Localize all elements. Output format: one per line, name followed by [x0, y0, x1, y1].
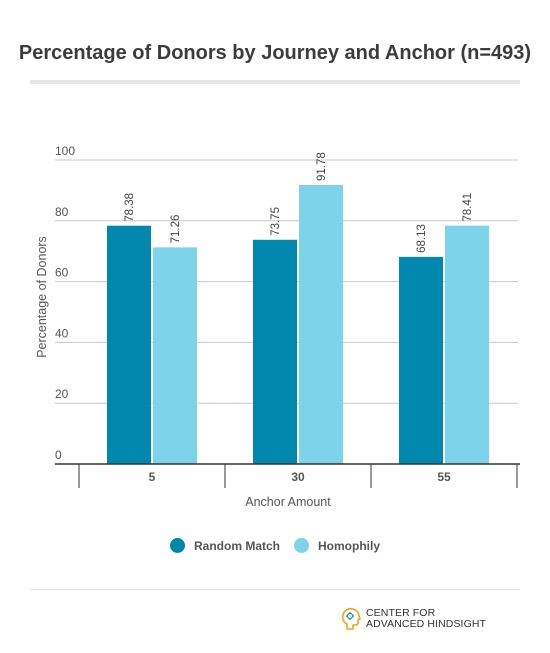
footer-divider	[30, 589, 520, 590]
data-label: 78.38	[124, 193, 136, 222]
bar-homophily-55	[445, 225, 489, 464]
x-tick-label: 5	[149, 470, 156, 484]
y-tick-label: 80	[55, 205, 69, 219]
x-axis: 5 30 55	[55, 463, 520, 488]
data-label: 91.78	[316, 152, 328, 181]
y-tick-label: 20	[55, 387, 69, 401]
y-tick-label: 100	[55, 144, 75, 158]
bar-random-match-30	[253, 239, 297, 464]
data-label: 73.75	[270, 207, 282, 236]
data-label: 71.26	[170, 215, 182, 244]
y-tick-label: 40	[55, 326, 69, 340]
legend: Random Match Homophily	[0, 538, 550, 553]
legend-item-homophily: Homophily	[294, 538, 380, 553]
logo-line-2: ADVANCED HINDSIGHT	[366, 618, 487, 630]
y-tick-label: 0	[55, 448, 62, 462]
bar-homophily-30	[299, 184, 343, 464]
bar-random-match-55	[399, 256, 443, 464]
y-tick-labels: 0 20 40 60 80 100	[55, 144, 75, 462]
x-axis-label: Anchor Amount	[245, 495, 331, 509]
random-match-swatch	[169, 538, 185, 553]
homophily-swatch	[294, 538, 309, 553]
x-tick-label: 30	[291, 470, 305, 484]
x-tick-label: 55	[437, 470, 451, 484]
legend-label-homophily: Homophily	[318, 538, 380, 553]
data-label: 78.41	[462, 193, 474, 222]
legend-item-random-match: Random Match	[169, 538, 280, 553]
title-divider	[30, 80, 520, 84]
cah-logo: CENTER FOR ADVANCED HINDSIGHT	[340, 607, 486, 631]
chart-title: Percentage of Donors by Journey and Anch…	[18, 42, 532, 64]
bars	[107, 184, 489, 464]
y-axis-label: Percentage of Donors	[35, 236, 49, 358]
y-tick-label: 60	[55, 266, 69, 280]
logo-line-1: CENTER FOR	[366, 607, 436, 619]
legend-label-random-match: Random Match	[193, 538, 280, 553]
bar-homophily-5	[153, 247, 197, 464]
data-label: 68.13	[416, 224, 428, 253]
head-profile-icon	[341, 607, 361, 630]
bar-random-match-5	[107, 225, 151, 464]
data-labels: 78.38 71.26 73.75 91.78 68.13 78.41	[124, 152, 474, 253]
